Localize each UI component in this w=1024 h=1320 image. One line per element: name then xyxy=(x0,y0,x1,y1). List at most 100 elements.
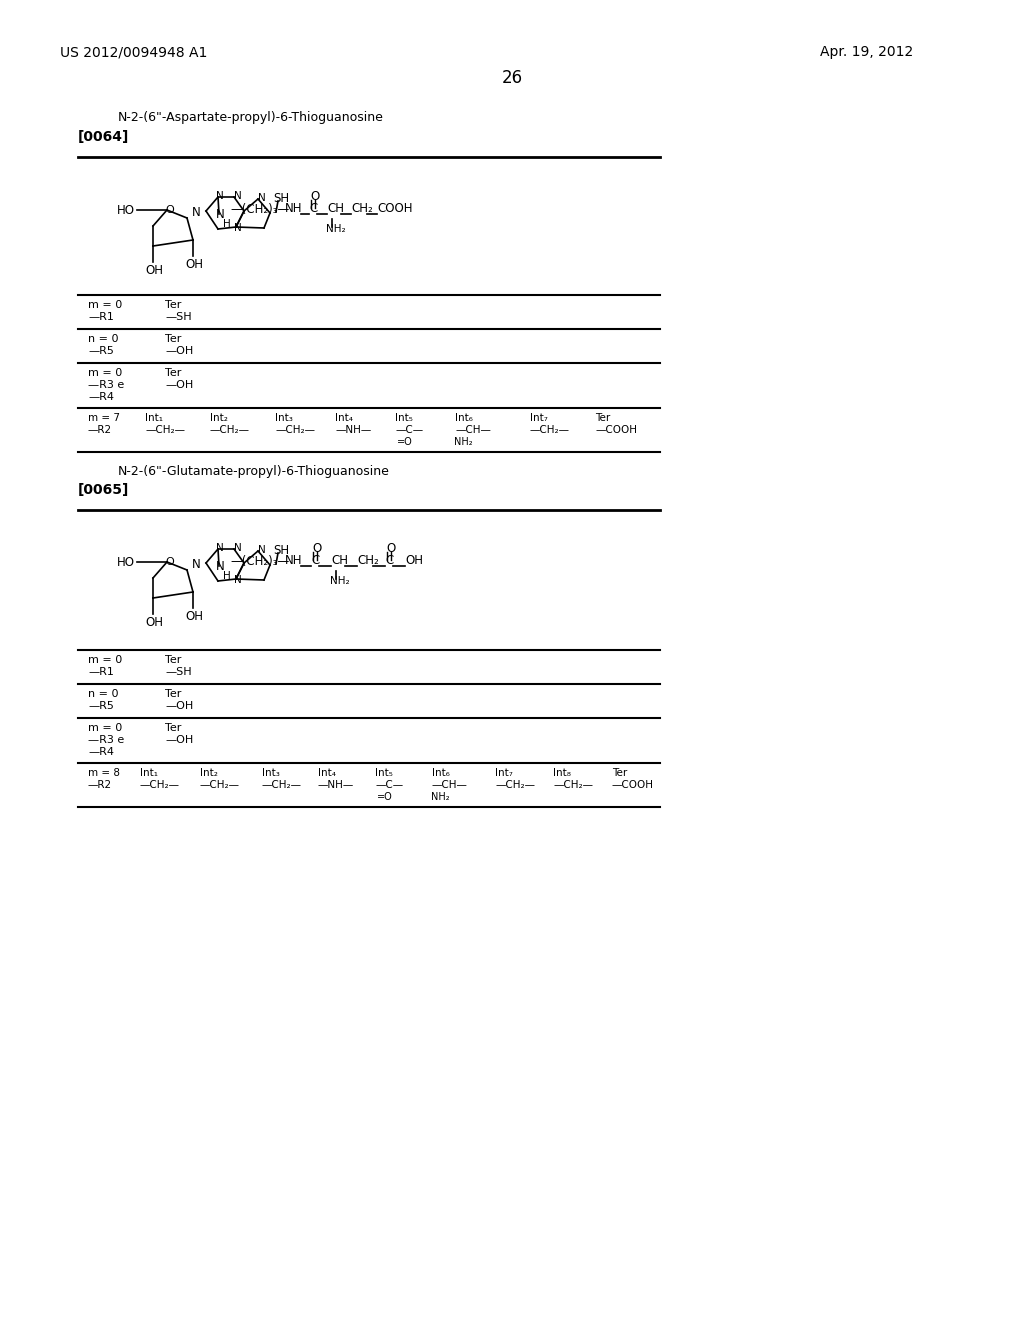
Text: —(CH₂)₃—: —(CH₂)₃— xyxy=(230,554,289,568)
Text: N: N xyxy=(234,191,242,201)
Text: —R5: —R5 xyxy=(88,701,114,711)
Text: —R2: —R2 xyxy=(88,780,112,789)
Text: OH: OH xyxy=(185,610,203,623)
Text: OH: OH xyxy=(406,554,423,568)
Text: NH: NH xyxy=(285,202,302,215)
Text: m = 7: m = 7 xyxy=(88,413,120,422)
Text: N: N xyxy=(234,223,242,234)
Text: Ter: Ter xyxy=(595,413,610,422)
Text: C: C xyxy=(385,554,393,568)
Text: —R1: —R1 xyxy=(88,312,114,322)
Text: Int₁: Int₁ xyxy=(145,413,163,422)
Text: C: C xyxy=(309,202,317,215)
Text: 26: 26 xyxy=(502,69,522,87)
Text: —CH₂—: —CH₂— xyxy=(530,425,570,436)
Text: Int₄: Int₄ xyxy=(335,413,353,422)
Text: N: N xyxy=(216,209,224,222)
Text: —CH₂—: —CH₂— xyxy=(145,425,185,436)
Text: Ter: Ter xyxy=(612,768,628,777)
Text: —CH₂—: —CH₂— xyxy=(495,780,535,789)
Text: Ter: Ter xyxy=(165,334,181,345)
Text: SH: SH xyxy=(273,193,289,206)
Text: Int₅: Int₅ xyxy=(375,768,393,777)
Text: —R3 e: —R3 e xyxy=(88,380,124,389)
Text: N: N xyxy=(258,545,266,554)
Text: —CH₂—: —CH₂— xyxy=(140,780,180,789)
Text: —SH: —SH xyxy=(165,667,191,677)
Text: Int₅: Int₅ xyxy=(395,413,413,422)
Text: Ter: Ter xyxy=(165,689,181,700)
Text: Int₄: Int₄ xyxy=(318,768,336,777)
Text: m = 8: m = 8 xyxy=(88,768,120,777)
Text: CH₂: CH₂ xyxy=(351,202,373,215)
Text: =O: =O xyxy=(377,792,393,803)
Text: N: N xyxy=(216,561,224,573)
Text: [0065]: [0065] xyxy=(78,483,129,498)
Text: O: O xyxy=(310,190,319,203)
Text: O: O xyxy=(166,557,174,568)
Text: C: C xyxy=(311,554,319,568)
Text: H: H xyxy=(223,219,230,228)
Text: N-2-(6"-Glutamate-propyl)-6-Thioguanosine: N-2-(6"-Glutamate-propyl)-6-Thioguanosin… xyxy=(118,466,390,479)
Text: m = 0: m = 0 xyxy=(88,300,122,310)
Text: —CH₂—: —CH₂— xyxy=(210,425,250,436)
Text: m = 0: m = 0 xyxy=(88,655,122,665)
Text: NH₂: NH₂ xyxy=(330,576,349,586)
Text: —R2: —R2 xyxy=(88,425,112,436)
Text: H: H xyxy=(223,572,230,581)
Text: US 2012/0094948 A1: US 2012/0094948 A1 xyxy=(60,45,208,59)
Text: [0064]: [0064] xyxy=(78,129,129,144)
Text: CH: CH xyxy=(327,202,344,215)
Text: N: N xyxy=(234,576,242,585)
Text: O: O xyxy=(386,543,395,556)
Text: —CH₂—: —CH₂— xyxy=(275,425,315,436)
Text: N: N xyxy=(258,193,266,203)
Text: —OH: —OH xyxy=(165,346,194,356)
Text: —R4: —R4 xyxy=(88,747,114,756)
Text: O: O xyxy=(312,543,322,556)
Text: CH₂: CH₂ xyxy=(357,554,379,568)
Text: —OH: —OH xyxy=(165,701,194,711)
Text: —SH: —SH xyxy=(165,312,191,322)
Text: Int₇: Int₇ xyxy=(530,413,548,422)
Text: —NH—: —NH— xyxy=(335,425,372,436)
Text: n = 0: n = 0 xyxy=(88,689,119,700)
Text: OH: OH xyxy=(185,259,203,272)
Text: NH₂: NH₂ xyxy=(454,437,473,447)
Text: Int₂: Int₂ xyxy=(200,768,218,777)
Text: Int₆: Int₆ xyxy=(432,768,450,777)
Text: n = 0: n = 0 xyxy=(88,334,119,345)
Text: N: N xyxy=(216,543,224,553)
Text: —CH—: —CH— xyxy=(455,425,490,436)
Text: HO: HO xyxy=(117,203,135,216)
Text: Ter: Ter xyxy=(165,300,181,310)
Text: —CH₂—: —CH₂— xyxy=(553,780,593,789)
Text: OH: OH xyxy=(145,616,163,630)
Text: Ter: Ter xyxy=(165,655,181,665)
Text: —NH—: —NH— xyxy=(318,780,354,789)
Text: —C—: —C— xyxy=(395,425,423,436)
Text: Int₃: Int₃ xyxy=(262,768,280,777)
Text: m = 0: m = 0 xyxy=(88,368,122,378)
Text: Int₆: Int₆ xyxy=(455,413,473,422)
Text: Apr. 19, 2012: Apr. 19, 2012 xyxy=(820,45,913,59)
Text: N-2-(6"-Aspartate-propyl)-6-Thioguanosine: N-2-(6"-Aspartate-propyl)-6-Thioguanosin… xyxy=(118,111,384,124)
Text: —CH—: —CH— xyxy=(432,780,468,789)
Text: Ter: Ter xyxy=(165,723,181,733)
Text: —CH₂—: —CH₂— xyxy=(262,780,302,789)
Text: N: N xyxy=(193,206,201,219)
Text: —(CH₂)₃—: —(CH₂)₃— xyxy=(230,202,289,215)
Text: —OH: —OH xyxy=(165,380,194,389)
Text: Int₂: Int₂ xyxy=(210,413,228,422)
Text: —OH: —OH xyxy=(165,735,194,744)
Text: Int₃: Int₃ xyxy=(275,413,293,422)
Text: —R1: —R1 xyxy=(88,667,114,677)
Text: —COOH: —COOH xyxy=(595,425,637,436)
Text: COOH: COOH xyxy=(377,202,413,215)
Text: N: N xyxy=(193,558,201,572)
Text: —R3 e: —R3 e xyxy=(88,735,124,744)
Text: =O: =O xyxy=(397,437,413,447)
Text: Ter: Ter xyxy=(165,368,181,378)
Text: Int₈: Int₈ xyxy=(553,768,570,777)
Text: —C—: —C— xyxy=(375,780,403,789)
